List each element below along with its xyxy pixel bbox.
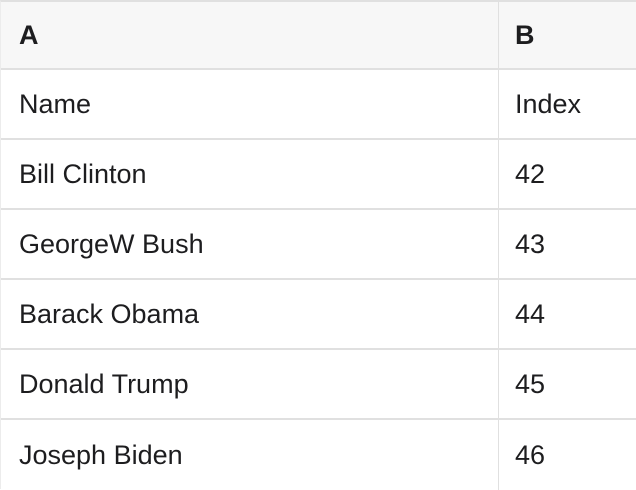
table-row: Name Index [1, 70, 636, 140]
table-row: GeorgeW Bush 43 [1, 210, 636, 280]
cell-a6-joseph-biden[interactable]: Joseph Biden [19, 439, 183, 470]
table-row: Bill Clinton 42 [1, 140, 636, 210]
cell-a3-georgew-bush[interactable]: GeorgeW Bush [19, 228, 204, 259]
column-header-a[interactable]: A [19, 19, 39, 50]
cell-b4[interactable]: 44 [498, 280, 636, 348]
cell-b1-index[interactable]: Index [498, 70, 636, 138]
cell-b2[interactable]: 42 [498, 140, 636, 208]
cell-a4-barack-obama[interactable]: Barack Obama [19, 298, 200, 329]
cell-b5[interactable]: 45 [498, 350, 636, 418]
cell-a5-donald-trump[interactable]: Donald Trump [19, 368, 189, 399]
table-row: Donald Trump 45 [1, 350, 636, 420]
cell-a2-bill-clinton[interactable]: Bill Clinton [19, 158, 147, 189]
cell-a1-name[interactable]: Name [19, 88, 92, 119]
cell-b6[interactable]: 46 [498, 420, 636, 490]
column-header-row: A B [1, 2, 636, 70]
cell-b3[interactable]: 43 [498, 210, 636, 278]
table-row: Joseph Biden 46 [1, 420, 636, 490]
column-header-b[interactable]: B [498, 2, 636, 68]
table-row: Barack Obama 44 [1, 280, 636, 350]
